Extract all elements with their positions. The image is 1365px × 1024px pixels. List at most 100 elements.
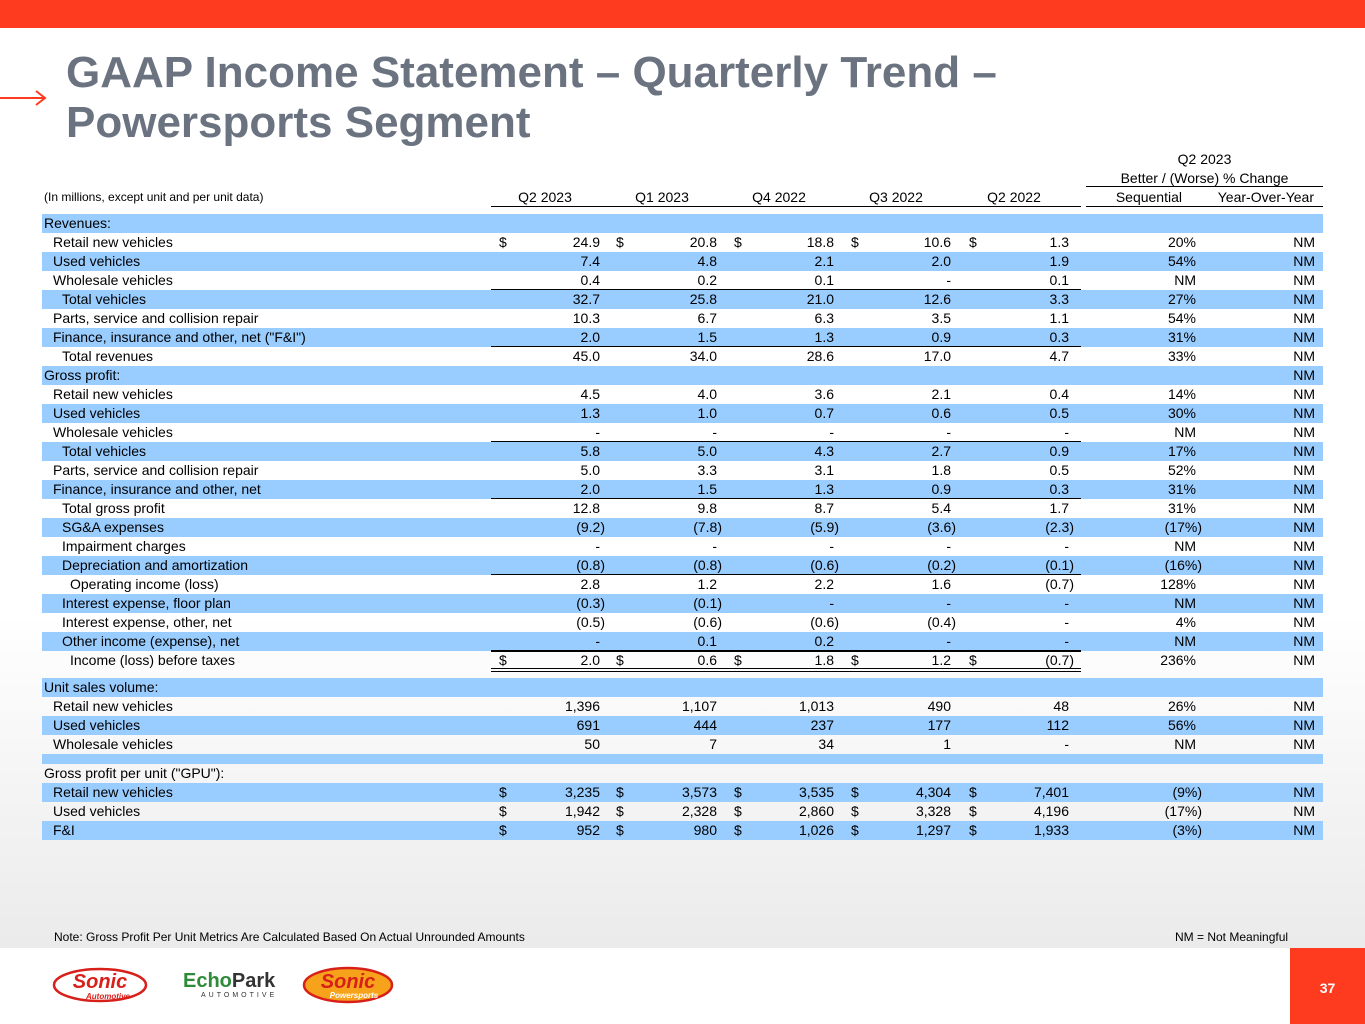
dollar-sign: $: [851, 822, 859, 838]
table-row: Gross profit per unit ("GPU"):: [42, 764, 1323, 783]
dollar-sign: $: [734, 234, 742, 250]
value-cell: 4.8: [697, 253, 717, 269]
value-cell: (0.6): [810, 557, 839, 573]
row-label: Wholesale vehicles: [53, 424, 173, 440]
value-cell: 112: [1046, 717, 1069, 733]
value-cell: 2.1: [931, 386, 951, 402]
dollar-sign: $: [499, 784, 507, 800]
row-label: Operating income (loss): [70, 576, 219, 592]
value-cell: (5.9): [810, 519, 839, 535]
yoy-change-cell: NM: [1293, 717, 1315, 733]
dollar-sign: $: [616, 652, 624, 668]
row-label: Wholesale vehicles: [53, 736, 173, 752]
yoy-change-cell: NM: [1293, 329, 1315, 345]
value-cell: 2.0: [931, 253, 951, 269]
value-cell: 0.4: [1049, 386, 1069, 402]
page-title: GAAP Income Statement – Quarterly Trend …: [66, 48, 997, 147]
sequential-change-cell: NM: [1174, 595, 1196, 611]
value-cell: 2.0: [580, 329, 600, 345]
value-cell: 1.6: [931, 576, 951, 592]
row-label: Retail new vehicles: [53, 234, 173, 250]
yoy-change-cell: NM: [1293, 253, 1315, 269]
row-label: Used vehicles: [53, 717, 141, 733]
subtotal-underline: [491, 650, 1081, 651]
value-cell: 0.6: [697, 652, 717, 668]
value-cell: -: [946, 272, 951, 288]
value-cell: 10.6: [923, 234, 951, 250]
table-row: Used vehicles 1,942 $2,328 $2,860 $3,328 $4,1…: [42, 802, 1323, 821]
value-cell: 1.3: [1049, 234, 1069, 250]
dollar-sign: $: [616, 822, 624, 838]
value-cell: 1.3: [580, 405, 600, 421]
sequential-change-cell: NM: [1174, 736, 1196, 752]
subtotal-underline: [491, 498, 1081, 499]
subtotal-underline: [491, 289, 1081, 290]
yoy-change-cell: NM: [1293, 272, 1315, 288]
value-cell: -: [946, 633, 951, 649]
footnote: Note: Gross Profit Per Unit Metrics Are …: [54, 930, 525, 944]
row-label: Interest expense, floor plan: [62, 595, 231, 611]
nm-note: NM = Not Meaningful: [1175, 930, 1289, 944]
value-cell: 0.5: [1049, 405, 1069, 421]
value-cell: 444: [693, 717, 717, 733]
yoy-change-cell: NM: [1293, 614, 1315, 630]
sequential-change-cell: 54%: [1167, 253, 1196, 269]
value-cell: 0.1: [697, 633, 717, 649]
yoy-change-cell: NM: [1293, 652, 1315, 668]
table-row: Parts, service and collision repair 10.3 6…: [42, 309, 1323, 328]
units-note: (In millions, except unit and per unit d…: [44, 190, 264, 204]
value-cell: (0.6): [693, 614, 722, 630]
arrow-right-icon: [0, 90, 47, 106]
row-label: Parts, service and collision repair: [53, 310, 259, 326]
value-cell: 1,107: [681, 698, 717, 714]
value-cell: 2.0: [580, 481, 600, 497]
value-cell: 0.6: [931, 405, 951, 421]
row-label: Income (loss) before taxes: [70, 652, 235, 668]
value-cell: 0.2: [697, 272, 717, 288]
value-cell: 1.3: [814, 481, 834, 497]
table-row: Retail new vehicles 24.9 $20.8 $18.8 $10.6 $1…: [42, 233, 1323, 252]
value-cell: 10.3: [572, 310, 600, 326]
value-cell: 1,297: [915, 822, 951, 838]
value-cell: 3.5: [931, 310, 951, 326]
subtotal-underline: [491, 441, 1081, 442]
dollar-sign: $: [969, 803, 977, 819]
value-cell: 5.8: [580, 443, 600, 459]
table-row: Total gross profit 12.8 9.8 8.7 5.4 1.7 31% NM: [42, 499, 1323, 518]
dollar-sign: $: [851, 803, 859, 819]
footer-bar: [0, 948, 1290, 1024]
value-cell: 4.7: [1049, 348, 1069, 364]
value-cell: (3.6): [927, 519, 956, 535]
value-cell: (0.2): [927, 557, 956, 573]
sequential-change-cell: 33%: [1167, 348, 1196, 364]
dollar-sign: $: [851, 652, 859, 668]
dollar-sign: $: [969, 234, 977, 250]
dollar-sign: $: [499, 234, 507, 250]
yoy-change-cell: NM: [1293, 348, 1315, 364]
value-cell: 3.3: [697, 462, 717, 478]
value-cell: 0.4: [580, 272, 600, 288]
value-cell: -: [1064, 614, 1069, 630]
yoy-change-cell: NM: [1293, 538, 1315, 554]
column-header: Q2 2022: [987, 189, 1041, 205]
value-cell: 0.1: [1049, 272, 1069, 288]
dollar-sign: $: [734, 784, 742, 800]
value-cell: -: [1064, 633, 1069, 649]
svg-text:Sonic: Sonic: [321, 971, 375, 993]
row-label: Total vehicles: [62, 443, 147, 459]
value-cell: -: [1064, 595, 1069, 611]
dollar-sign: $: [969, 784, 977, 800]
dollar-sign: $: [969, 652, 977, 668]
value-cell: 32.7: [572, 291, 600, 307]
value-cell: 20.8: [689, 234, 717, 250]
value-cell: 2.8: [580, 576, 600, 592]
value-cell: 34: [818, 736, 834, 752]
value-cell: 0.3: [1049, 481, 1069, 497]
dollar-sign: $: [616, 784, 624, 800]
yoy-change-cell: NM: [1293, 386, 1315, 402]
value-cell: 1,026: [798, 822, 834, 838]
table-row: Revenues:: [42, 214, 1323, 233]
value-cell: (0.1): [1045, 557, 1074, 573]
dollar-sign: $: [499, 652, 507, 668]
svg-text:Automotive: Automotive: [85, 992, 131, 1001]
